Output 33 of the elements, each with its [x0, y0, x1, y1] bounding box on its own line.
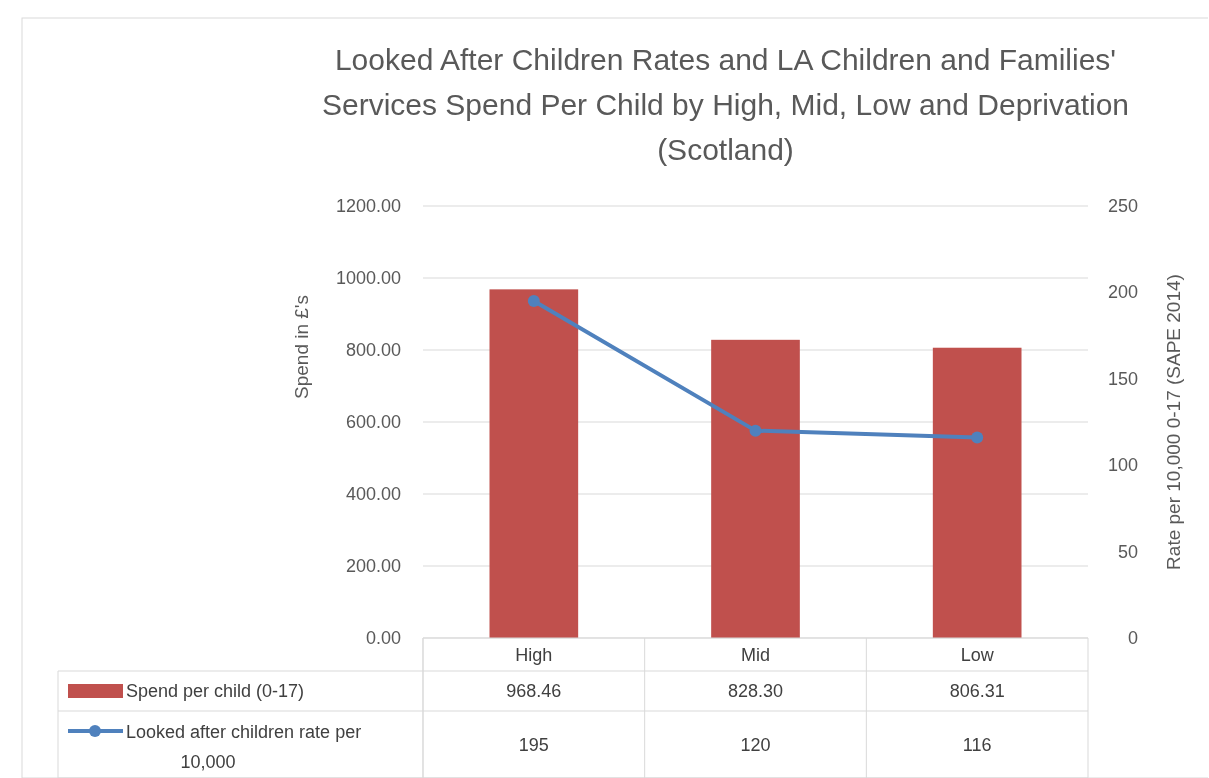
y-tick-label: 600.00 — [345, 412, 401, 432]
point — [971, 431, 984, 444]
x-tick-label: High — [515, 645, 553, 665]
y-tick-label: 1200.00 — [335, 196, 401, 216]
x-tick-label: Mid — [740, 645, 771, 665]
bar — [932, 347, 1022, 638]
y-tick-label: 0.00 — [365, 628, 401, 648]
y2-tick-label: 0 — [1127, 628, 1138, 648]
y-axis-title: Spend in £'s — [291, 295, 312, 399]
y2-tick-label: 150 — [1107, 368, 1138, 389]
data-label: 828.30 — [727, 681, 784, 701]
chart-title: Looked After Children Rates and LA Children and Families' Services Spend Per Child by High, Mid, Low and Deprivation (Scotland) — [321, 43, 1130, 166]
y2-tick-label: 50 — [1117, 541, 1138, 562]
data-label: 806.31 — [949, 681, 1005, 701]
data-label: 120 — [740, 734, 771, 755]
data-label: 195 — [518, 734, 549, 755]
legend-label: Looked after children rate per 10,000 — [126, 722, 362, 772]
point — [527, 295, 540, 308]
bar — [711, 339, 800, 638]
y-tick-label: 800.00 — [345, 340, 401, 360]
y2-tick-label: 200 — [1107, 282, 1138, 303]
data-label: 116 — [962, 734, 992, 755]
legend-label: Spend per child (0-17) — [126, 681, 305, 701]
point — [749, 424, 762, 437]
x-tick-label: Low — [960, 645, 995, 665]
data-label: 968.46 — [506, 681, 562, 701]
y-tick-label: 1000.00 — [335, 268, 401, 288]
y2-axis-title: Rate per 10,000 0-17 (SAPE 2014) — [1163, 274, 1184, 570]
bar — [489, 289, 579, 638]
y-tick-label: 200.00 — [345, 556, 401, 576]
y-tick-label: 400.00 — [345, 484, 401, 504]
y2-tick-label: 250 — [1107, 196, 1138, 216]
y2-tick-label: 100 — [1107, 455, 1138, 476]
